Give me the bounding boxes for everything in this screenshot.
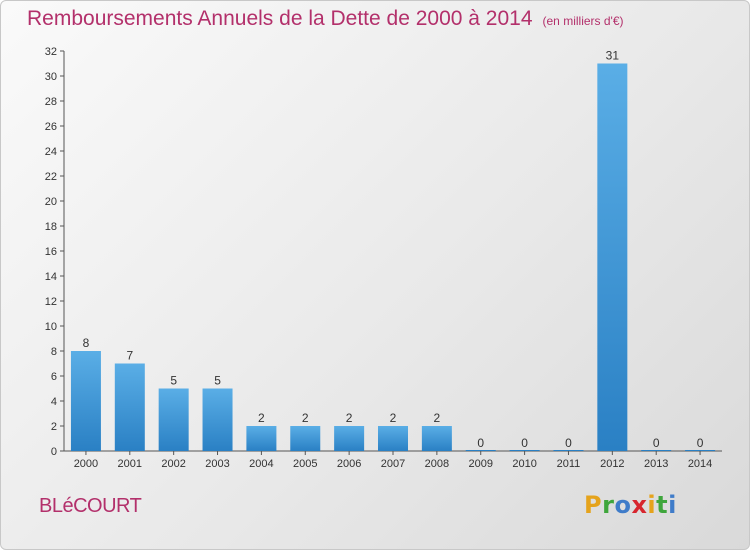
y-tick-label: 4 [51, 396, 57, 408]
data-label: 2 [346, 411, 353, 425]
y-tick-label: 2 [51, 421, 57, 433]
data-label: 5 [214, 374, 221, 388]
data-label: 0 [521, 436, 528, 450]
x-tick-label: 2012 [600, 458, 624, 470]
y-tick-label: 28 [45, 96, 57, 108]
y-tick-label: 18 [45, 221, 57, 233]
bar [70, 351, 101, 451]
x-tick-label: 2001 [118, 458, 142, 470]
data-label: 5 [170, 374, 177, 388]
logo-letter: o [614, 491, 632, 519]
x-tick-label: 2003 [205, 458, 229, 470]
bar [202, 388, 233, 451]
data-label: 8 [83, 336, 90, 350]
x-tick-label: 2009 [468, 458, 492, 470]
data-label: 0 [565, 436, 572, 450]
bar [378, 426, 408, 451]
y-tick-label: 24 [45, 146, 57, 158]
y-tick-label: 0 [51, 446, 57, 458]
x-tick-label: 2014 [688, 458, 712, 470]
data-label: 2 [258, 411, 265, 425]
x-tick-label: 2006 [337, 458, 361, 470]
y-tick-label: 6 [51, 371, 57, 383]
data-label: 2 [302, 411, 309, 425]
x-tick-label: 2000 [74, 458, 98, 470]
y-tick-label: 30 [45, 71, 57, 83]
bar [114, 363, 145, 451]
bar [421, 426, 452, 451]
y-tick-label: 8 [51, 346, 57, 358]
commune-name: BLéCOURT [39, 495, 142, 517]
y-tick-label: 26 [45, 121, 57, 133]
x-tick-label: 2010 [512, 458, 536, 470]
chart-title: Remboursements Annuels de la Dette de 20… [27, 7, 624, 31]
bar [246, 426, 277, 451]
chart-title-text: Remboursements Annuels de la Dette de 20… [27, 7, 533, 30]
logo-letter: t [656, 491, 669, 519]
bar [290, 426, 321, 451]
bar [465, 450, 496, 451]
data-label: 0 [697, 436, 704, 450]
data-label: 2 [434, 411, 441, 425]
bar [597, 63, 628, 451]
y-tick-label: 32 [45, 46, 57, 58]
logo-letter: i [647, 491, 657, 519]
proxiti-logo: Proxiti [584, 491, 677, 519]
y-tick-label: 10 [45, 321, 57, 333]
bar [334, 426, 365, 451]
y-tick-label: 22 [45, 171, 57, 183]
bar [553, 450, 584, 451]
bar [685, 450, 716, 451]
bar [641, 450, 672, 451]
y-tick-label: 14 [45, 271, 57, 283]
bar [509, 450, 540, 451]
data-label: 0 [653, 436, 660, 450]
logo-letter: i [668, 491, 677, 519]
logo-letter: P [584, 491, 603, 519]
y-tick-label: 12 [45, 296, 57, 308]
x-tick-label: 2007 [381, 458, 405, 470]
data-label: 7 [126, 349, 133, 363]
data-label: 2 [390, 411, 397, 425]
logo-letter: r [602, 491, 615, 519]
x-tick-label: 2008 [425, 458, 449, 470]
x-tick-label: 2004 [249, 458, 273, 470]
unit-label: (en milliers d'€) [542, 14, 624, 28]
data-label: 31 [606, 49, 620, 63]
y-tick-label: 16 [45, 246, 57, 258]
bar [158, 388, 189, 451]
data-label: 0 [477, 436, 484, 450]
x-tick-label: 2005 [293, 458, 317, 470]
logo-letter: x [631, 491, 648, 519]
x-tick-label: 2002 [161, 458, 185, 470]
x-tick-label: 2013 [644, 458, 668, 470]
y-tick-label: 20 [45, 196, 57, 208]
x-tick-label: 2011 [557, 458, 581, 470]
